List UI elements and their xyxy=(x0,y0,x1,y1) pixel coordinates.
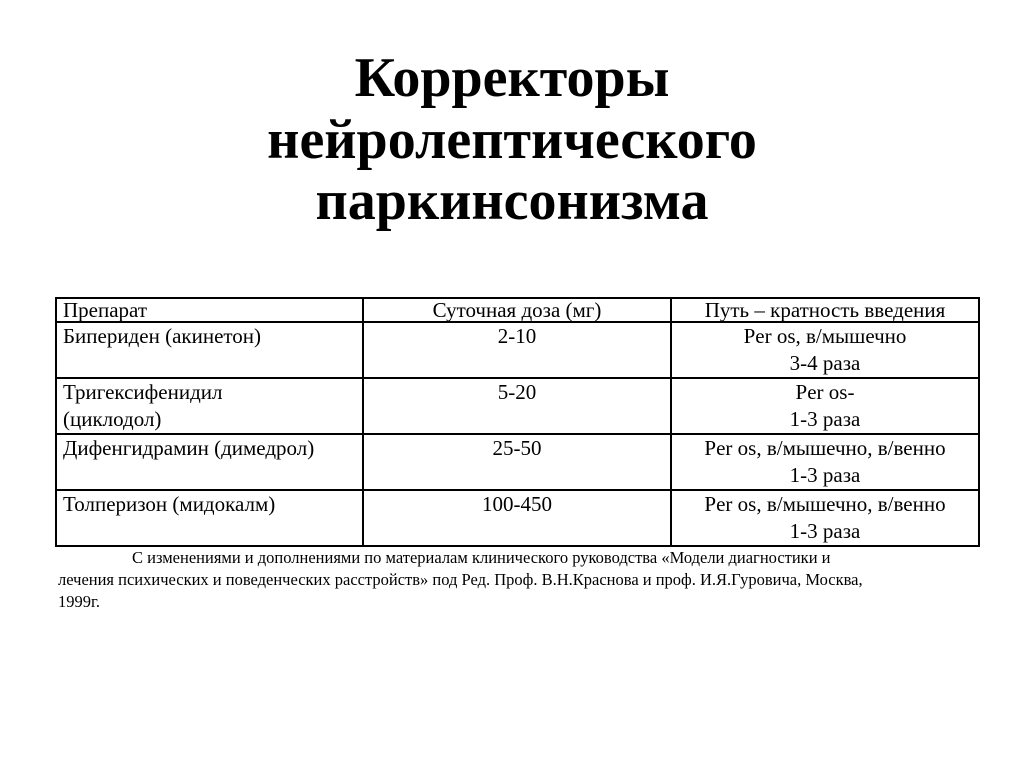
drug-table: Препарат Суточная доза (мг) Путь – кратн… xyxy=(55,297,980,547)
route-value: Per os, в/мышечно, в/венно xyxy=(704,492,946,516)
table-row: Тригексифенидил (циклодол) 5-20 Per os- … xyxy=(55,377,980,435)
column-header-dose: Суточная доза (мг) xyxy=(362,297,672,323)
drug-name: Толперизон (мидокалм) xyxy=(63,492,276,516)
drug-cell: Толперизон (мидокалм) xyxy=(55,489,364,547)
drug-name: Бипериден (акинетон) xyxy=(63,324,262,348)
page-title: Корректоры нейролептического паркинсониз… xyxy=(0,47,1024,233)
dose-cell: 5-20 xyxy=(362,377,672,435)
dose-cell: 25-50 xyxy=(362,433,672,491)
route-cell: Per os, в/мышечно, в/венно 1-3 раза xyxy=(670,489,980,547)
route-cell: Per os, в/мышечно 3-4 раза xyxy=(670,321,980,379)
column-header-drug: Препарат xyxy=(55,297,364,323)
route-cell: Per os, в/мышечно, в/венно 1-3 раза xyxy=(670,433,980,491)
frequency-value: 1-3 раза xyxy=(789,407,861,431)
route-value: Per os, в/мышечно xyxy=(743,324,907,348)
drug-cell: Тригексифенидил (циклодол) xyxy=(55,377,364,435)
dose-cell: 100-450 xyxy=(362,489,672,547)
column-header-route: Путь – кратность введения xyxy=(670,297,980,323)
route-value: Per os- xyxy=(795,380,855,404)
drug-cell: Дифенгидрамин (димедрол) xyxy=(55,433,364,491)
table-row: Дифенгидрамин (димедрол) 25-50 Per os, в… xyxy=(55,433,980,491)
citation-footnote: С изменениями и дополнениями по материал… xyxy=(58,548,863,611)
drug-name-line2: (циклодол) xyxy=(63,407,162,431)
drug-name: Тригексифенидил xyxy=(63,380,223,404)
page-title-text: Корректоры нейролептического паркинсониз… xyxy=(267,47,757,233)
frequency-value: 3-4 раза xyxy=(789,351,861,375)
dose-cell: 2-10 xyxy=(362,321,672,379)
frequency-value: 1-3 раза xyxy=(789,463,861,487)
route-cell: Per os- 1-3 раза xyxy=(670,377,980,435)
drug-name: Дифенгидрамин (димедрол) xyxy=(63,436,315,460)
frequency-value: 1-3 раза xyxy=(789,519,861,543)
drug-cell: Бипериден (акинетон) xyxy=(55,321,364,379)
table-row: Бипериден (акинетон) 2-10 Per os, в/мыше… xyxy=(55,321,980,379)
table-row: Толперизон (мидокалм) 100-450 Per os, в/… xyxy=(55,489,980,547)
table-header-row: Препарат Суточная доза (мг) Путь – кратн… xyxy=(55,297,980,323)
route-value: Per os, в/мышечно, в/венно xyxy=(704,436,946,460)
